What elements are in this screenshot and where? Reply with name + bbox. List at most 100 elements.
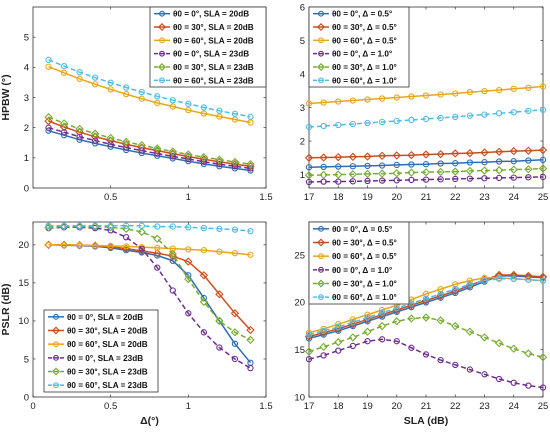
legend-entry: θ0 = 30°, SLA = 20dB	[173, 23, 254, 32]
legend-box	[43, 309, 159, 393]
data-point	[185, 224, 192, 231]
data-point	[154, 93, 161, 100]
legend-swatch-marker	[53, 341, 59, 348]
legend-entry: θ0 = 30°, SLA = 20dB	[67, 327, 148, 336]
data-point	[510, 85, 517, 92]
series-line	[308, 85, 544, 105]
data-point	[60, 222, 68, 229]
y-tick-label: 4	[300, 69, 305, 80]
data-point	[348, 333, 358, 342]
data-point	[436, 316, 445, 325]
data-point	[407, 168, 416, 177]
data-point	[90, 129, 100, 138]
data-point	[335, 323, 342, 331]
y-tick-label: 3	[300, 103, 305, 114]
data-point	[216, 161, 223, 168]
x-axis-label: SLA (dB)	[404, 415, 449, 427]
y-tick-label: 15	[294, 345, 305, 356]
data-point	[452, 286, 459, 293]
x-tick-label: 1.5	[259, 192, 272, 203]
series-4	[305, 173, 547, 186]
legend-entry: θ0 = 60°, SLA = 20dB	[173, 36, 254, 45]
data-point	[335, 178, 342, 185]
data-point	[185, 155, 192, 163]
data-point	[199, 153, 209, 162]
data-point	[231, 355, 239, 363]
data-point	[184, 150, 193, 159]
data-point	[153, 144, 162, 153]
data-point	[422, 115, 430, 123]
data-point	[107, 227, 114, 234]
data-point	[437, 160, 444, 167]
legend-entry: θ0 = 0°, SLA = 23dB	[173, 50, 249, 59]
data-point	[525, 174, 532, 181]
data-point	[539, 156, 547, 163]
data-point	[335, 347, 342, 354]
data-point	[45, 222, 52, 229]
data-point	[154, 264, 161, 271]
series-line	[308, 338, 544, 389]
data-point	[185, 100, 192, 107]
data-point	[334, 337, 343, 347]
data-point	[348, 170, 358, 179]
data-point	[335, 98, 342, 105]
data-point	[184, 257, 193, 266]
data-point	[138, 95, 145, 102]
data-point	[378, 162, 386, 169]
data-point	[539, 83, 547, 90]
data-point	[76, 75, 83, 82]
data-point	[481, 277, 488, 284]
data-point	[200, 329, 208, 336]
data-point	[123, 84, 130, 91]
data-point	[76, 222, 83, 229]
y-tick-label: 0	[24, 183, 29, 194]
data-point	[154, 150, 161, 157]
data-point	[349, 178, 357, 185]
data-point	[392, 317, 401, 326]
data-point	[319, 342, 328, 352]
data-point	[231, 250, 239, 257]
data-point	[525, 84, 532, 91]
legend: θ0 = 0°, SLA = 20dB θ0 = 30°, SLA = 20dB θ…	[149, 6, 267, 88]
data-point	[334, 152, 343, 162]
data-point	[200, 158, 208, 165]
data-point	[364, 311, 371, 318]
data-point	[364, 338, 371, 345]
data-point	[138, 222, 145, 229]
data-point	[466, 175, 474, 182]
series-line	[308, 159, 544, 168]
y-tick-label: 5	[24, 32, 29, 43]
data-point	[525, 382, 532, 389]
x-tick-label: 19	[362, 192, 373, 203]
data-point	[510, 174, 517, 181]
data-point	[91, 81, 99, 88]
legend-box	[149, 6, 267, 88]
series-line	[308, 176, 544, 183]
data-point	[408, 93, 415, 100]
data-point	[465, 327, 475, 336]
chart-panel-4: 17 18 19 20 21 22 23 24 25 10 15 20 25 SLA (dB) θ0 = 0…	[294, 221, 549, 427]
series-3	[45, 241, 254, 258]
data-point	[169, 97, 176, 104]
data-point	[466, 88, 474, 96]
series-5	[304, 164, 548, 180]
data-point	[185, 310, 192, 317]
data-point	[230, 157, 240, 167]
series-2	[304, 145, 548, 163]
data-point	[377, 151, 387, 161]
data-point	[349, 316, 357, 323]
data-point	[44, 112, 53, 122]
data-point	[123, 91, 130, 98]
data-point	[154, 152, 161, 159]
data-point	[231, 163, 239, 170]
x-tick-label: 17	[304, 401, 315, 412]
data-point	[169, 223, 176, 230]
series-6	[45, 56, 254, 120]
x-tick-label: 25	[538, 401, 549, 412]
data-point	[169, 257, 176, 264]
data-point	[349, 163, 357, 170]
y-tick-label: 10	[294, 392, 305, 403]
data-point	[539, 173, 547, 181]
legend-swatch-marker	[318, 77, 324, 84]
legend-swatch-marker	[318, 10, 324, 17]
